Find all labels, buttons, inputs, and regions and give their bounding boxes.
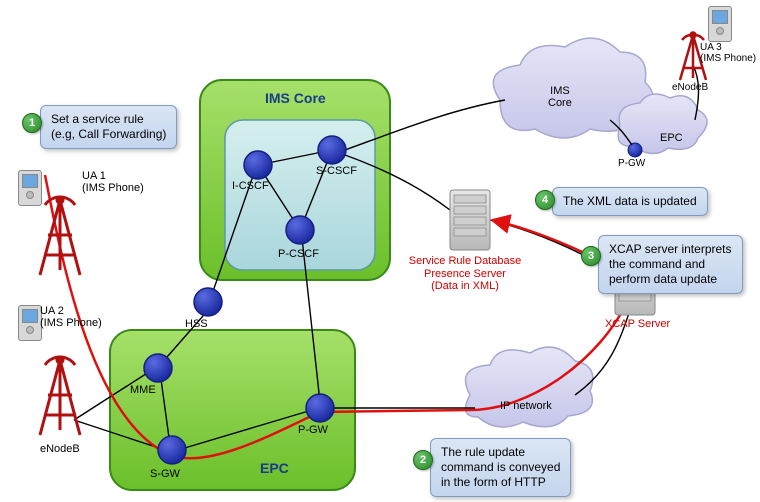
pcscf-label: P-CSCF [278, 248, 319, 260]
ip-network-label: IP network [500, 400, 552, 412]
sgw-label: S-GW [150, 468, 180, 480]
callout-1: Set a service rule (e.g, Call Forwarding… [40, 105, 177, 149]
remote-pgw-node [628, 143, 642, 157]
pgw-node [306, 394, 334, 422]
badge-4: 4 [535, 190, 555, 210]
badge-1: 1 [22, 113, 42, 133]
remote-pgw-label: P-GW [618, 158, 645, 169]
enb2-label: eNodeB [672, 82, 708, 93]
enb-label: eNodeB [40, 443, 80, 455]
remote-epc-label: EPC [660, 132, 683, 144]
badge-3: 3 [581, 246, 601, 266]
presence-server-label: Service Rule Database Presence Server (D… [400, 255, 530, 293]
scscf-label: S-CSCF [316, 165, 357, 177]
epc-title: EPC [260, 460, 289, 476]
ua3-phone-icon [708, 6, 732, 42]
icscf-label: I-CSCF [232, 180, 269, 192]
hss-node [194, 288, 222, 316]
callout-2: The rule update command is conveyed in t… [430, 438, 571, 497]
pcscf-node [286, 216, 314, 244]
ua3-label: UA 3 (IMS Phone) [700, 42, 756, 64]
remote-ims-label: IMS Core [548, 85, 572, 109]
ip-network-cloud [466, 347, 593, 427]
xcap-server-label: XCAP Server [605, 318, 670, 331]
antenna-ua1 [40, 197, 80, 275]
mme-label: MME [130, 384, 156, 396]
icscf-node [244, 151, 272, 179]
sgw-node [158, 436, 186, 464]
ua1-label: UA 1 (IMS Phone) [82, 170, 144, 194]
ua2-phone-icon [18, 305, 42, 341]
callout-3: XCAP server interprets the command and p… [598, 235, 743, 294]
antenna-enb [40, 357, 80, 435]
scscf-node [318, 136, 346, 164]
hss-label: HSS [185, 318, 208, 330]
pgw-label: P-GW [298, 424, 328, 436]
callout-4: The XML data is updated [552, 187, 708, 216]
ua1-phone-icon [18, 170, 42, 206]
ims-core-title: IMS Core [265, 90, 326, 106]
badge-2: 2 [413, 450, 433, 470]
presence-server [450, 190, 490, 250]
mme-node [144, 354, 172, 382]
ua2-label: UA 2 (IMS Phone) [40, 305, 102, 329]
